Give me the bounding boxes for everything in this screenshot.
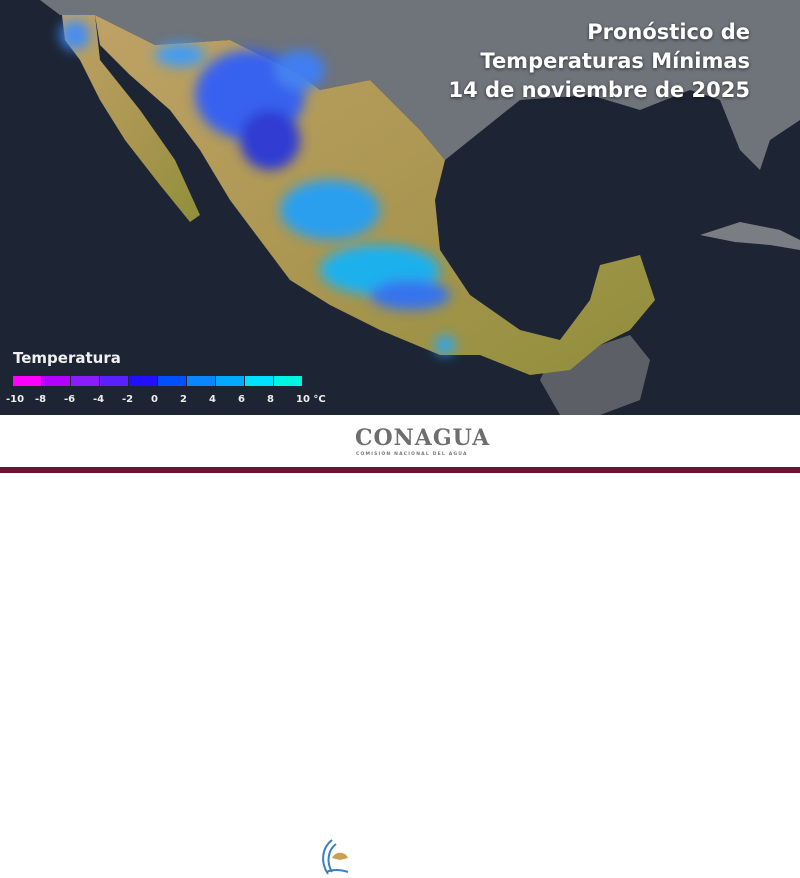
legend-tick-label: 2 bbox=[180, 394, 187, 405]
legend-swatch bbox=[158, 376, 186, 386]
legend-swatch bbox=[129, 376, 157, 386]
legend-swatch bbox=[274, 376, 302, 386]
legend-tick-label: 0 bbox=[151, 394, 158, 405]
legend-swatch bbox=[216, 376, 244, 386]
legend-ticks: -10 -8 -6 -4 -2 0 2 4 6 8 10 °C bbox=[6, 394, 336, 408]
cold-areas bbox=[60, 20, 455, 355]
legend-swatch bbox=[100, 376, 128, 386]
title-line-2: Temperaturas Mínimas bbox=[480, 49, 750, 73]
legend-tick-label: -8 bbox=[35, 394, 47, 405]
footer bbox=[0, 415, 800, 875]
map-title: Pronóstico de Temperaturas Mínimas 14 de… bbox=[449, 18, 751, 105]
legend-title: Temperatura bbox=[13, 349, 121, 367]
legend-tick-label: 8 bbox=[267, 394, 274, 405]
cuba bbox=[700, 222, 800, 250]
legend-tick-label: -10 bbox=[6, 394, 25, 405]
legend-tick-label: 4 bbox=[209, 394, 216, 405]
footer-bar bbox=[0, 467, 800, 473]
logo-name: CONAGUA bbox=[355, 425, 491, 451]
title-line-1: Pronóstico de bbox=[587, 20, 750, 44]
temperature-map bbox=[0, 0, 800, 415]
baja-california bbox=[62, 15, 200, 222]
conagua-logo-icon bbox=[322, 839, 349, 875]
legend-tick-label: -6 bbox=[64, 394, 76, 405]
legend-tick-label: -4 bbox=[93, 394, 105, 405]
logo-subtitle: COMISIÓN NACIONAL DEL AGUA bbox=[356, 452, 468, 457]
legend-swatch bbox=[71, 376, 99, 386]
legend-swatch bbox=[245, 376, 273, 386]
legend-color-scale bbox=[13, 376, 303, 386]
title-date: 14 de noviembre de 2025 bbox=[448, 78, 751, 102]
legend-swatch bbox=[187, 376, 215, 386]
legend-swatch bbox=[13, 376, 41, 386]
legend-tick-label: -2 bbox=[122, 394, 134, 405]
legend-tick-label: 6 bbox=[238, 394, 245, 405]
legend-tick-label: 10 °C bbox=[296, 394, 326, 405]
legend-swatch bbox=[42, 376, 70, 386]
usa-land bbox=[0, 0, 800, 170]
